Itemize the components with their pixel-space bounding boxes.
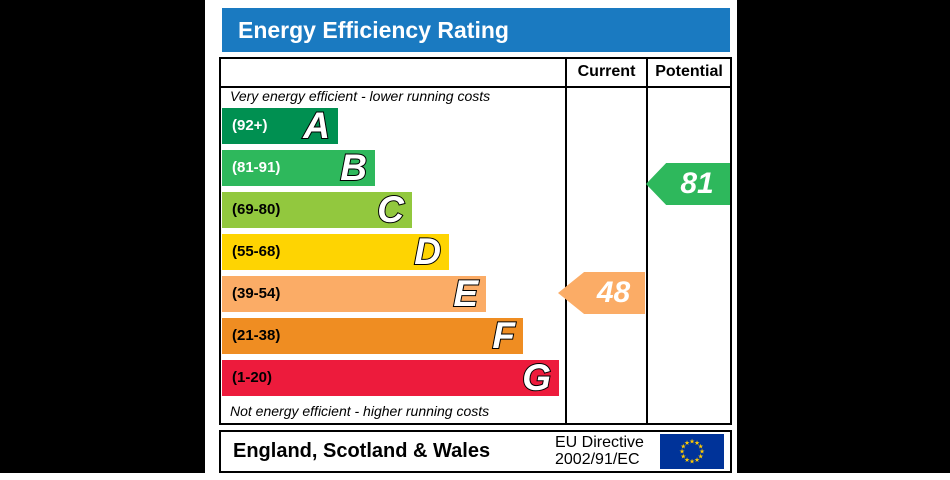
band-b-range: (81-91) [232,159,281,176]
svg-text:★: ★ [679,448,685,456]
svg-text:★: ★ [689,438,695,446]
current-column-header: Current [577,63,636,80]
energy-rating-chart: Current Potential Very energy efficient … [219,57,732,425]
footer: England, Scotland & Wales EU Directive 2… [219,430,732,473]
svg-text:★: ★ [694,456,700,464]
current-rating-arrow: 48 [558,272,645,314]
band-f-letter: F [491,315,516,356]
band-c-letter: C [376,189,405,230]
eu-flag-icon: ★ ★ ★ ★ ★ ★ ★ ★ ★ ★ ★ ★ [660,434,724,469]
page-title: Energy Efficiency Rating [222,8,730,52]
band-g-range: (1-20) [232,369,273,386]
band-g: (1-20) G [222,357,559,398]
svg-text:★: ★ [698,453,704,461]
band-b: (81-91) B [222,147,375,188]
eu-directive-line2: 2002/91/EC [555,451,640,468]
region-label: England, Scotland & Wales [233,440,491,462]
band-d-range: (55-68) [232,243,281,260]
svg-text:★: ★ [680,453,686,461]
band-g-letter: G [521,357,552,398]
band-c-range: (69-80) [232,201,281,218]
right-black-margin [737,0,950,473]
svg-text:★: ★ [684,439,690,447]
current-column-divider [565,59,567,423]
potential-rating-arrow: 81 [646,163,730,205]
band-e: (39-54) E [222,273,486,314]
band-d: (55-68) D [222,231,449,272]
header-row-divider [221,86,730,88]
top-caption: Very energy efficient - lower running co… [230,88,491,104]
svg-text:★: ★ [680,443,686,451]
svg-text:★: ★ [694,439,700,447]
left-black-margin [0,0,205,473]
eu-directive-label: EU Directive 2002/91/EC [555,434,644,468]
band-c: (69-80) C [222,189,412,230]
bottom-caption: Not energy efficient - higher running co… [230,403,490,419]
eu-directive-line1: EU Directive [555,434,644,451]
band-a-letter: A [302,105,331,146]
potential-column-header: Potential [655,63,723,80]
band-b-letter: B [339,147,368,188]
svg-text:★: ★ [699,448,705,456]
band-a: (92+) A [222,105,338,146]
potential-column-divider [646,59,648,423]
band-e-range: (39-54) [232,285,281,302]
band-a-range: (92+) [232,117,268,134]
band-d-letter: D [413,231,442,272]
band-f-range: (21-38) [232,327,281,344]
svg-text:★: ★ [689,458,695,466]
svg-text:★: ★ [698,443,704,451]
svg-text:★: ★ [684,456,690,464]
band-e-letter: E [452,273,479,314]
band-f: (21-38) F [222,315,523,356]
